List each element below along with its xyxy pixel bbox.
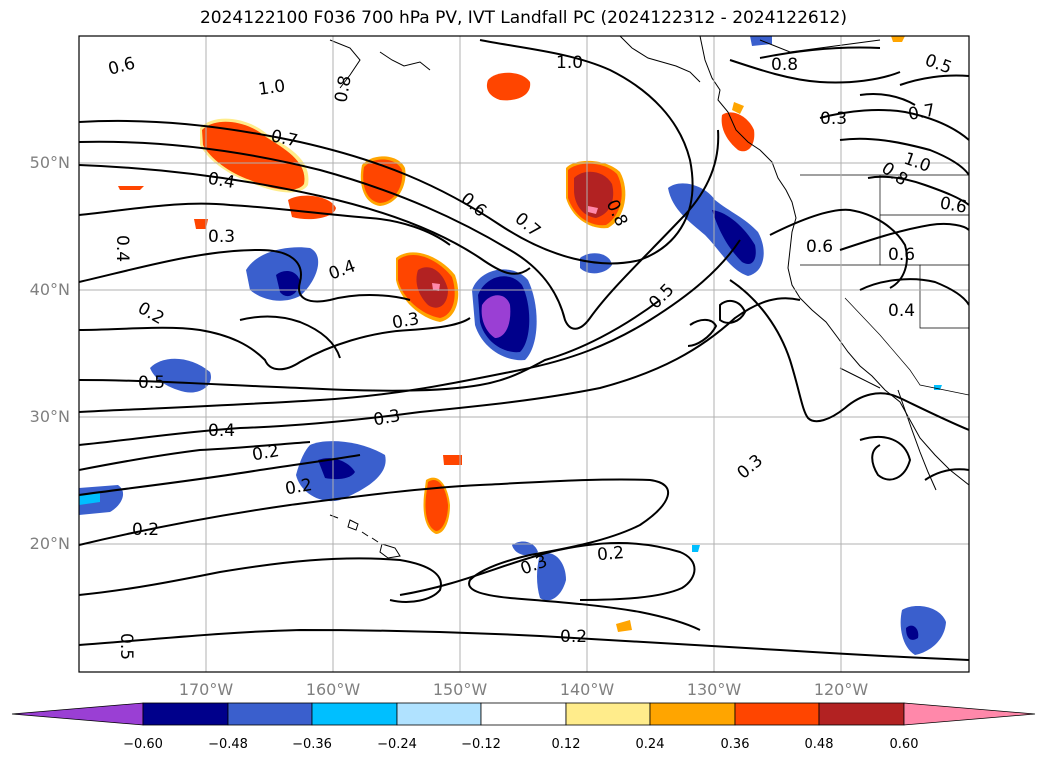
contour-label: 0.5 <box>922 50 954 78</box>
contour-label: 0.3 <box>391 309 421 333</box>
contour-label: 0.8 <box>331 74 355 104</box>
contour-label: 0.4 <box>112 235 132 262</box>
contour-label: 0.6 <box>938 193 968 217</box>
contour-label: 0.2 <box>251 441 281 465</box>
colorbar-segment <box>142 702 229 726</box>
contour-label: 0.6 <box>888 245 915 265</box>
hawaiian-islands <box>329 514 401 559</box>
contour-label: 0.4 <box>208 421 235 441</box>
colorbar-segment <box>396 702 482 726</box>
contour-label: 0.6 <box>106 53 137 79</box>
contour-label: 0.4 <box>326 256 358 284</box>
colorbar-tick-label: 0.36 <box>720 737 750 752</box>
colorbar-segment <box>311 702 398 726</box>
colorbar-tick-label: −0.60 <box>123 737 163 752</box>
colorbar-tick-label: 0.24 <box>635 737 665 752</box>
contour-label: 0.2 <box>284 475 314 499</box>
contour-label: 0.3 <box>372 406 402 430</box>
colorbar-tick-label: −0.24 <box>377 737 417 752</box>
colorbar-segment <box>903 702 1036 726</box>
lon-label: 130°W <box>686 680 742 699</box>
lon-label: 160°W <box>305 680 361 699</box>
map-frame <box>78 35 970 673</box>
lon-label: 120°W <box>813 680 869 699</box>
contour-label: 0.2 <box>134 298 167 329</box>
lon-label: 150°W <box>432 680 488 699</box>
contour-label: 0.5 <box>116 633 136 660</box>
contour-label: 1.0 <box>556 53 583 73</box>
colorbar-tick-label: −0.48 <box>208 737 248 752</box>
colorbar-tick-label: −0.36 <box>292 737 332 752</box>
state-borders <box>800 174 969 396</box>
contour-label: 0.2 <box>560 627 587 647</box>
colorbar-segment <box>649 702 736 726</box>
contour-label: 1.0 <box>257 76 287 100</box>
contour-label: 0.3 <box>820 109 847 129</box>
colorbar-segment <box>480 702 567 726</box>
colorbar-segment <box>734 702 820 726</box>
colorbar-tick-label: −0.12 <box>461 737 501 752</box>
lat-label: 20°N <box>29 534 70 553</box>
contour-label: 0.5 <box>138 373 165 393</box>
lat-label: 50°N <box>29 153 70 172</box>
contour-label: 0.7 <box>907 101 937 125</box>
contour-label: 0.4 <box>888 301 915 321</box>
contour-label: 0.6 <box>806 237 833 257</box>
contour-label: 0.8 <box>771 55 798 75</box>
lat-label: 30°N <box>29 407 70 426</box>
colorbar-segment <box>11 702 144 726</box>
colorbar-tick-label: 0.12 <box>551 737 581 752</box>
negative-anomaly <box>79 36 946 655</box>
colorbar-segment <box>227 702 313 726</box>
contour-label: 0.3 <box>208 227 235 247</box>
coastlines <box>329 36 969 491</box>
pv-anomaly-fills <box>79 36 946 655</box>
graticule <box>79 36 969 672</box>
colorbar <box>11 702 1036 726</box>
colorbar-segment <box>565 702 651 726</box>
contour-label: 0.2 <box>132 520 159 540</box>
lon-label: 170°W <box>178 680 234 699</box>
map-title: 2024122100 F036 700 hPa PV, IVT Landfall… <box>199 8 847 28</box>
contour-label: 0.4 <box>206 169 236 193</box>
contour-label: 0.7 <box>511 209 545 242</box>
contour-label: 0.3 <box>733 451 767 484</box>
lon-label: 140°W <box>559 680 615 699</box>
ivt-contours <box>79 39 969 661</box>
lat-label: 40°N <box>29 280 70 299</box>
colorbar-segment <box>818 702 905 726</box>
colorbar-tick-label: 0.60 <box>889 737 919 752</box>
colorbar-tick-label: 0.48 <box>804 737 834 752</box>
contour-label: 0.2 <box>596 543 625 565</box>
